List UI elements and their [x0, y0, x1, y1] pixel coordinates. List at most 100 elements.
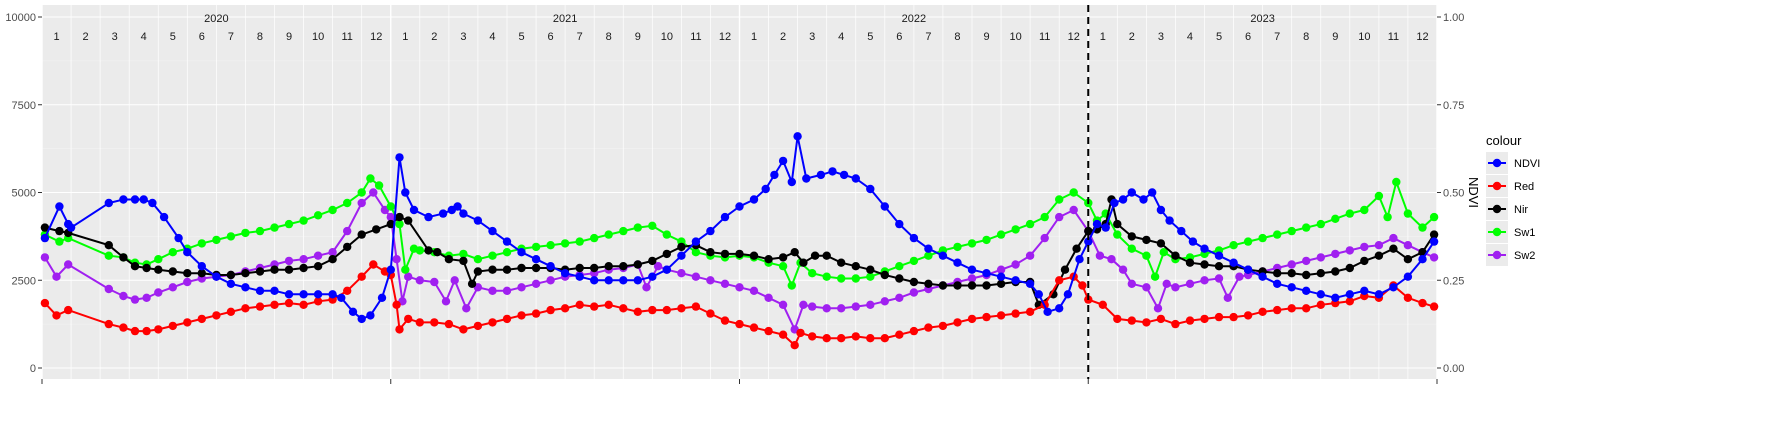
month-label: 6: [896, 31, 902, 43]
month-label: 1: [1100, 31, 1106, 43]
data-point: [154, 288, 163, 297]
legend-label: Sw2: [1514, 250, 1535, 262]
data-point: [104, 319, 114, 329]
data-point: [924, 251, 933, 260]
data-point: [517, 248, 526, 257]
series-line-ndvi: [43, 136, 1435, 321]
data-point: [1072, 244, 1081, 253]
data-point: [1429, 237, 1439, 246]
data-point: [467, 279, 477, 288]
year-label: 2020: [204, 13, 228, 25]
data-point: [313, 290, 323, 299]
data-point: [1345, 263, 1355, 273]
data-point: [982, 269, 991, 278]
data-point: [1214, 251, 1224, 260]
data-point: [1127, 279, 1137, 288]
data-point: [441, 297, 451, 306]
data-point: [706, 226, 715, 236]
data-point: [1403, 209, 1413, 218]
data-point: [119, 195, 128, 204]
data-point: [822, 251, 831, 260]
month-label: 4: [1187, 31, 1193, 43]
data-point: [1360, 242, 1369, 252]
data-point: [1229, 312, 1238, 322]
data-point: [1084, 226, 1093, 236]
data-point: [1063, 290, 1073, 299]
data-point: [1403, 272, 1413, 281]
data-point: [590, 276, 599, 285]
data-point: [546, 241, 555, 250]
data-point: [40, 298, 50, 308]
data-point: [488, 226, 497, 236]
data-point: [996, 279, 1006, 288]
year-label: 2022: [902, 13, 926, 25]
data-point: [415, 318, 424, 327]
month-label: 1: [751, 31, 757, 43]
data-point: [1316, 269, 1326, 278]
data-point: [619, 304, 628, 313]
data-point: [430, 277, 439, 287]
data-point: [1040, 212, 1049, 222]
data-point: [55, 202, 64, 211]
data-point: [1025, 219, 1035, 229]
data-point: [982, 281, 991, 290]
data-point: [1360, 256, 1369, 266]
data-point: [590, 263, 599, 273]
data-point: [424, 246, 433, 255]
data-point: [409, 205, 419, 215]
data-point: [226, 232, 236, 241]
data-point: [1162, 279, 1171, 288]
data-point: [1374, 251, 1384, 260]
data-point: [1040, 233, 1049, 243]
data-point: [337, 293, 346, 302]
data-point: [866, 334, 875, 343]
data-point: [404, 314, 413, 324]
data-point: [183, 277, 192, 287]
data-point: [284, 256, 294, 266]
data-point: [415, 246, 424, 255]
data-point: [648, 256, 657, 266]
data-point: [653, 262, 663, 271]
data-point: [790, 341, 799, 350]
year-label: 2021: [553, 13, 577, 25]
data-point: [1185, 279, 1195, 288]
data-point: [1069, 205, 1078, 215]
data-point: [802, 174, 811, 183]
legend-label: Sw1: [1514, 227, 1535, 239]
legend-item-sw1: Sw1: [1486, 221, 1535, 243]
data-point: [313, 297, 323, 306]
data-point: [1214, 262, 1224, 271]
data-point: [284, 265, 294, 274]
data-point: [735, 319, 744, 329]
data-point: [1139, 195, 1148, 204]
data-point: [386, 219, 395, 229]
data-point: [909, 233, 919, 243]
data-point: [1316, 300, 1326, 309]
data-point: [706, 309, 715, 318]
month-label: 11: [341, 31, 352, 43]
data-point: [462, 304, 471, 313]
data-point: [633, 307, 642, 316]
data-point: [148, 198, 157, 208]
data-point: [1403, 241, 1413, 250]
legend-item-nir: Nir: [1486, 198, 1528, 220]
data-point: [299, 290, 308, 299]
data-point: [168, 248, 177, 257]
data-point: [241, 228, 250, 238]
data-point: [924, 323, 933, 332]
data-point: [982, 235, 991, 245]
data-point: [953, 258, 962, 267]
data-point: [1025, 279, 1035, 288]
data-point: [851, 174, 860, 183]
right-tick-label: 1.00: [1443, 12, 1464, 24]
data-point: [1095, 251, 1105, 260]
data-point: [996, 230, 1006, 239]
data-point: [938, 321, 948, 331]
data-point: [40, 223, 50, 232]
data-point: [255, 226, 265, 236]
data-point: [880, 334, 889, 343]
data-point: [1302, 223, 1311, 232]
data-point: [1113, 219, 1122, 229]
month-label: 5: [170, 31, 176, 43]
